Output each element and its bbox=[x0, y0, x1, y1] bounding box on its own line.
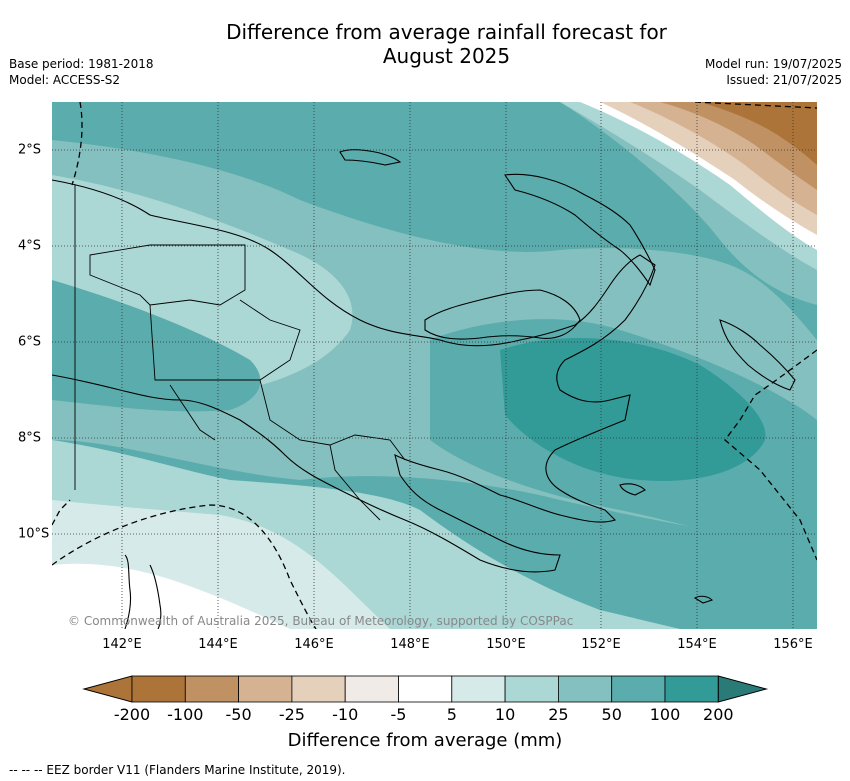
chart-title: Difference from average rainfall forecas… bbox=[0, 20, 850, 68]
lon-tick-142E: 142°E bbox=[102, 637, 142, 652]
colorbar-label-0: -200 bbox=[113, 705, 151, 724]
colorbar-swatch-1 bbox=[184, 675, 240, 703]
eez-border-east bbox=[724, 349, 817, 561]
province-borders bbox=[74, 185, 406, 521]
new-ireland-coast bbox=[504, 173, 656, 287]
colorbar-title: Difference from average (mm) bbox=[287, 730, 563, 751]
lat-tick-8S: 8°S bbox=[18, 430, 42, 446]
colorbar-label-3: -25 bbox=[278, 705, 305, 724]
model-run: Model run: 19/07/2025 bbox=[704, 57, 842, 71]
title-line-1: Difference from average rainfall forecas… bbox=[226, 20, 667, 44]
colorbar-swatch-5 bbox=[398, 675, 453, 703]
colorbar-label-9: 50 bbox=[601, 705, 622, 724]
colorbar-swatch-2 bbox=[238, 675, 293, 703]
eez-border-south bbox=[52, 504, 317, 629]
lon-tick-156E: 156°E bbox=[773, 637, 813, 652]
cape-york-coast bbox=[124, 554, 132, 629]
eez-legend-note: -- -- -- EEZ border V11 (Flanders Marine… bbox=[9, 763, 346, 777]
lat-tick-2S: 2°S bbox=[18, 142, 42, 158]
cape-york-coast-east bbox=[149, 564, 162, 629]
colorbar-label-2: -50 bbox=[225, 705, 252, 724]
colorbar-label-10: 100 bbox=[649, 705, 681, 724]
rainfall-contours bbox=[52, 102, 817, 629]
border-western bbox=[169, 384, 216, 441]
contour-100-200 bbox=[500, 338, 766, 481]
lon-tick-154E: 154°E bbox=[677, 637, 717, 652]
contour-dry-200 bbox=[700, 102, 817, 165]
lat-tick-4S: 4°S bbox=[18, 238, 42, 254]
lon-tick-152E: 152°E bbox=[581, 637, 621, 652]
new-guinea-coast bbox=[52, 179, 656, 573]
colorbar-swatch-7 bbox=[504, 675, 559, 703]
colorbar-swatch-9 bbox=[611, 675, 666, 703]
colorbar-swatch-3 bbox=[291, 675, 346, 703]
lon-tick-148E: 148°E bbox=[390, 637, 430, 652]
manus-coast bbox=[339, 149, 402, 166]
lon-tick-150E: 150°E bbox=[486, 637, 526, 652]
border-western-north bbox=[149, 299, 301, 381]
meta-right: Model run: 19/07/2025 Issued: 21/07/2025 bbox=[705, 56, 842, 88]
colorbar-swatch-0 bbox=[131, 675, 186, 703]
lat-tick-6S: 6°S bbox=[18, 334, 42, 350]
colorbar-extend-high bbox=[717, 675, 769, 703]
colorbar-label-6: 5 bbox=[446, 705, 457, 724]
base-period: Base period: 1981-2018 bbox=[9, 57, 154, 71]
graticule bbox=[52, 102, 817, 629]
eez-border-north bbox=[71, 102, 83, 186]
lon-tick-144E: 144°E bbox=[198, 637, 238, 652]
title-line-2: August 2025 bbox=[382, 44, 511, 68]
meta-left: Base period: 1981-2018 Model: ACCESS-S2 bbox=[9, 56, 154, 88]
colorbar-extend-low bbox=[82, 675, 133, 703]
border-sandaun bbox=[89, 244, 246, 306]
lon-tick-146E: 146°E bbox=[294, 637, 334, 652]
colorbar-label-7: 10 bbox=[494, 705, 516, 724]
eez-border-ne bbox=[694, 102, 817, 109]
model-name: Model: ACCESS-S2 bbox=[9, 73, 121, 87]
colorbar-label-8: 25 bbox=[548, 705, 569, 724]
bougainville-coast bbox=[719, 319, 796, 391]
colorbar-swatch-4 bbox=[344, 675, 399, 703]
colorbar-label-11: 200 bbox=[703, 705, 734, 724]
lat-tick-10S: 10°S bbox=[18, 526, 50, 542]
colorbar-label-1: -100 bbox=[167, 705, 204, 724]
new-britain-coast bbox=[424, 289, 581, 340]
issued-date: Issued: 21/07/2025 bbox=[726, 73, 842, 87]
eez-border-sw bbox=[52, 499, 71, 526]
contour-50-100-west bbox=[52, 280, 261, 412]
copyright-notice: © Commonwealth of Australia 2025, Bureau… bbox=[68, 614, 574, 628]
colorbar-label-5: -5 bbox=[390, 705, 407, 724]
border-central bbox=[329, 444, 381, 521]
eez-borders bbox=[52, 102, 817, 629]
colorbar-label-4: -10 bbox=[332, 705, 359, 724]
colorbar-swatch-6 bbox=[451, 675, 506, 703]
island-coast-1 bbox=[619, 483, 646, 496]
coastlines bbox=[52, 149, 796, 629]
colorbar-swatch-10 bbox=[664, 675, 719, 703]
contour-near-zero bbox=[52, 563, 290, 629]
colorbar-swatch-8 bbox=[558, 675, 613, 703]
